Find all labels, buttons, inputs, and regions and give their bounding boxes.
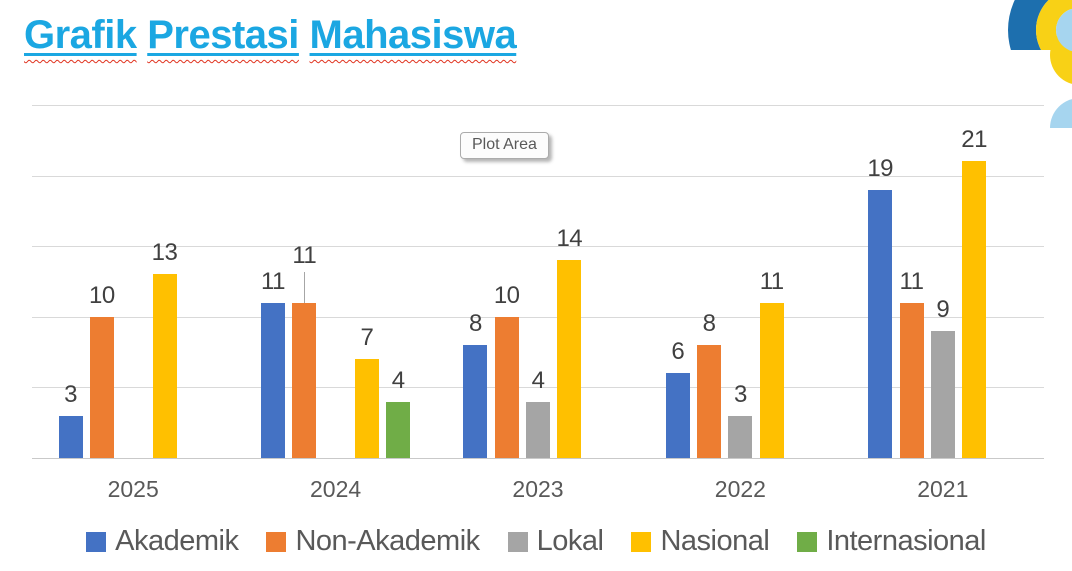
legend-label: Internasional bbox=[826, 525, 986, 557]
legend-item-non-akademik[interactable]: Non-Akademik bbox=[266, 525, 480, 558]
gridline bbox=[32, 387, 1044, 389]
bar-non-akademik-2024[interactable] bbox=[292, 302, 317, 458]
bar-value-label: 10 bbox=[493, 281, 520, 309]
bar-lokal-2021[interactable] bbox=[930, 330, 955, 458]
logo-decoration bbox=[1008, 0, 1072, 128]
bar-akademik-2022[interactable] bbox=[665, 373, 690, 458]
bar-value-label: 13 bbox=[151, 239, 178, 267]
legend-swatch-internasional bbox=[797, 531, 818, 552]
bar-value-label: 11 bbox=[292, 241, 317, 269]
gridline bbox=[32, 246, 1044, 248]
title-word: Grafik bbox=[24, 13, 137, 57]
plot-area-tooltip: Plot Area bbox=[460, 132, 549, 159]
bar-non-akademik-2025[interactable] bbox=[89, 316, 114, 458]
title-word: Prestasi bbox=[147, 13, 299, 57]
title-word-text: Prestasi bbox=[147, 13, 299, 57]
bar-value-label: 8 bbox=[702, 310, 716, 338]
bar-value-label: 9 bbox=[936, 295, 950, 323]
legend-swatch-akademik bbox=[86, 531, 107, 552]
legend-item-akademik[interactable]: Akademik bbox=[86, 525, 239, 558]
bar-akademik-2025[interactable] bbox=[58, 415, 83, 458]
x-axis-line bbox=[32, 458, 1044, 459]
gridline bbox=[32, 175, 1044, 177]
bar-value-label: 11 bbox=[261, 267, 285, 295]
legend-item-nasional[interactable]: Nasional bbox=[631, 525, 770, 558]
bar-value-label: 11 bbox=[899, 267, 924, 295]
bar-value-label: 11 bbox=[759, 267, 784, 295]
bar-lokal-2023[interactable] bbox=[526, 401, 550, 458]
label-leader-line bbox=[304, 271, 306, 303]
bar-internasional-2024[interactable] bbox=[386, 401, 411, 458]
legend: Akademik Non-Akademik Lokal Nasional Interna… bbox=[0, 525, 1072, 558]
x-axis-label-2022: 2022 bbox=[714, 476, 766, 502]
bar-value-label: 7 bbox=[360, 324, 374, 352]
logo-circle-light-blue bbox=[1056, 8, 1072, 52]
bar-value-label: 3 bbox=[64, 380, 78, 408]
bar-non-akademik-2023[interactable] bbox=[494, 316, 519, 458]
legend-label: Non-Akademik bbox=[295, 525, 480, 557]
legend-swatch-nasional bbox=[631, 531, 652, 552]
bar-nasional-2025[interactable] bbox=[152, 274, 177, 458]
bar-nasional-2024[interactable] bbox=[354, 359, 379, 458]
legend-item-internasional[interactable]: Internasional bbox=[797, 525, 986, 558]
legend-label: Akademik bbox=[115, 525, 239, 557]
bar-value-label: 21 bbox=[961, 126, 987, 154]
x-axis-label-2025: 2025 bbox=[107, 476, 159, 502]
bar-value-label: 3 bbox=[733, 380, 747, 408]
title-word: Mahasiswa bbox=[310, 13, 517, 57]
bar-non-akademik-2022[interactable] bbox=[697, 345, 722, 458]
gridline bbox=[32, 316, 1044, 318]
bar-value-label: 10 bbox=[89, 281, 115, 309]
logo-arc-yellow bbox=[1036, 0, 1072, 50]
title-word-text: Grafik bbox=[24, 13, 137, 57]
legend-swatch-non-akademik bbox=[266, 531, 287, 552]
legend-label: Nasional bbox=[660, 525, 770, 557]
x-axis-label-2024: 2024 bbox=[310, 476, 362, 502]
legend-item-lokal[interactable]: Lokal bbox=[507, 525, 604, 558]
logo-arc-dark-blue bbox=[1008, 0, 1072, 50]
legend-swatch-lokal bbox=[507, 531, 528, 552]
bar-akademik-2024[interactable] bbox=[261, 302, 285, 458]
bar-lokal-2022[interactable] bbox=[728, 415, 753, 458]
bar-value-label: 6 bbox=[671, 338, 685, 366]
legend-label: Lokal bbox=[536, 525, 604, 557]
bar-value-label: 4 bbox=[391, 366, 405, 394]
logo-semicircle-light-blue bbox=[1050, 99, 1072, 128]
bar-nasional-2022[interactable] bbox=[759, 302, 784, 458]
bar-value-label: 4 bbox=[531, 366, 545, 394]
bar-akademik-2023[interactable] bbox=[463, 345, 488, 458]
bar-value-label: 8 bbox=[468, 310, 482, 338]
x-axis-label-2023: 2023 bbox=[512, 476, 564, 502]
bar-nasional-2023[interactable] bbox=[557, 260, 582, 458]
title-word-text: Mahasiswa bbox=[309, 13, 517, 57]
bar-akademik-2021[interactable] bbox=[868, 189, 893, 458]
chart-title[interactable]: Grafik Prestasi Mahasiswa bbox=[24, 10, 517, 60]
bar-value-label: 14 bbox=[556, 225, 583, 253]
x-axis-label-2021: 2021 bbox=[917, 476, 969, 502]
gridline bbox=[32, 105, 1044, 106]
bar-non-akademik-2021[interactable] bbox=[899, 302, 924, 458]
bar-value-label: 19 bbox=[867, 154, 894, 182]
bar-nasional-2021[interactable] bbox=[962, 161, 987, 458]
